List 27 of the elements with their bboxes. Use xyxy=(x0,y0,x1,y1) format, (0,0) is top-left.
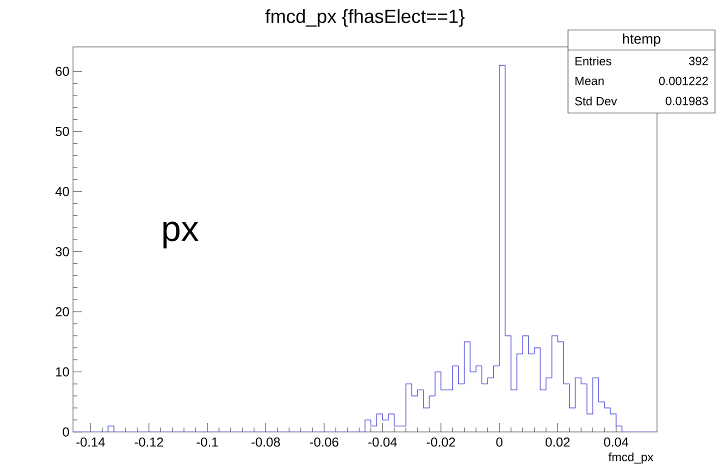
x-tick-label: -0.1 xyxy=(196,438,218,447)
y-tick-label: 20 xyxy=(56,307,69,316)
x-tick-label: -0.06 xyxy=(310,438,338,447)
x-tick-label: -0.14 xyxy=(76,438,105,447)
y-tick-label: 60 xyxy=(56,66,69,76)
annotation: Entries xyxy=(576,56,612,66)
annotation: px xyxy=(163,222,199,248)
x-tick-label: 0 xyxy=(496,438,502,447)
x-tick-label: -0.04 xyxy=(368,438,397,447)
x-tick-label: -0.08 xyxy=(252,438,280,447)
x-tick-label: 0.04 xyxy=(604,438,628,447)
text: 0.001222 xyxy=(659,76,708,86)
text: 0.01983 xyxy=(666,96,708,106)
chart-title: fmcd_px {fhasElect==1} xyxy=(265,9,465,27)
y-tick-label: 0 xyxy=(62,427,69,437)
y-tick-label: 30 xyxy=(56,247,69,256)
text: 392 xyxy=(688,56,708,66)
y-tick-label: 10 xyxy=(56,367,69,376)
x-tick-label: 0.02 xyxy=(546,438,570,447)
y-tick-label: 40 xyxy=(55,186,69,196)
annotation: Std Dev xyxy=(575,96,617,106)
x-tick-label: -0.02 xyxy=(426,438,456,447)
text: htemp xyxy=(623,33,660,46)
x-tick-label: -0.12 xyxy=(134,438,164,447)
x-axis-title: fmcd_px xyxy=(608,452,654,464)
y-tick-label: 50 xyxy=(56,126,69,136)
annotation: Mean xyxy=(576,76,604,86)
